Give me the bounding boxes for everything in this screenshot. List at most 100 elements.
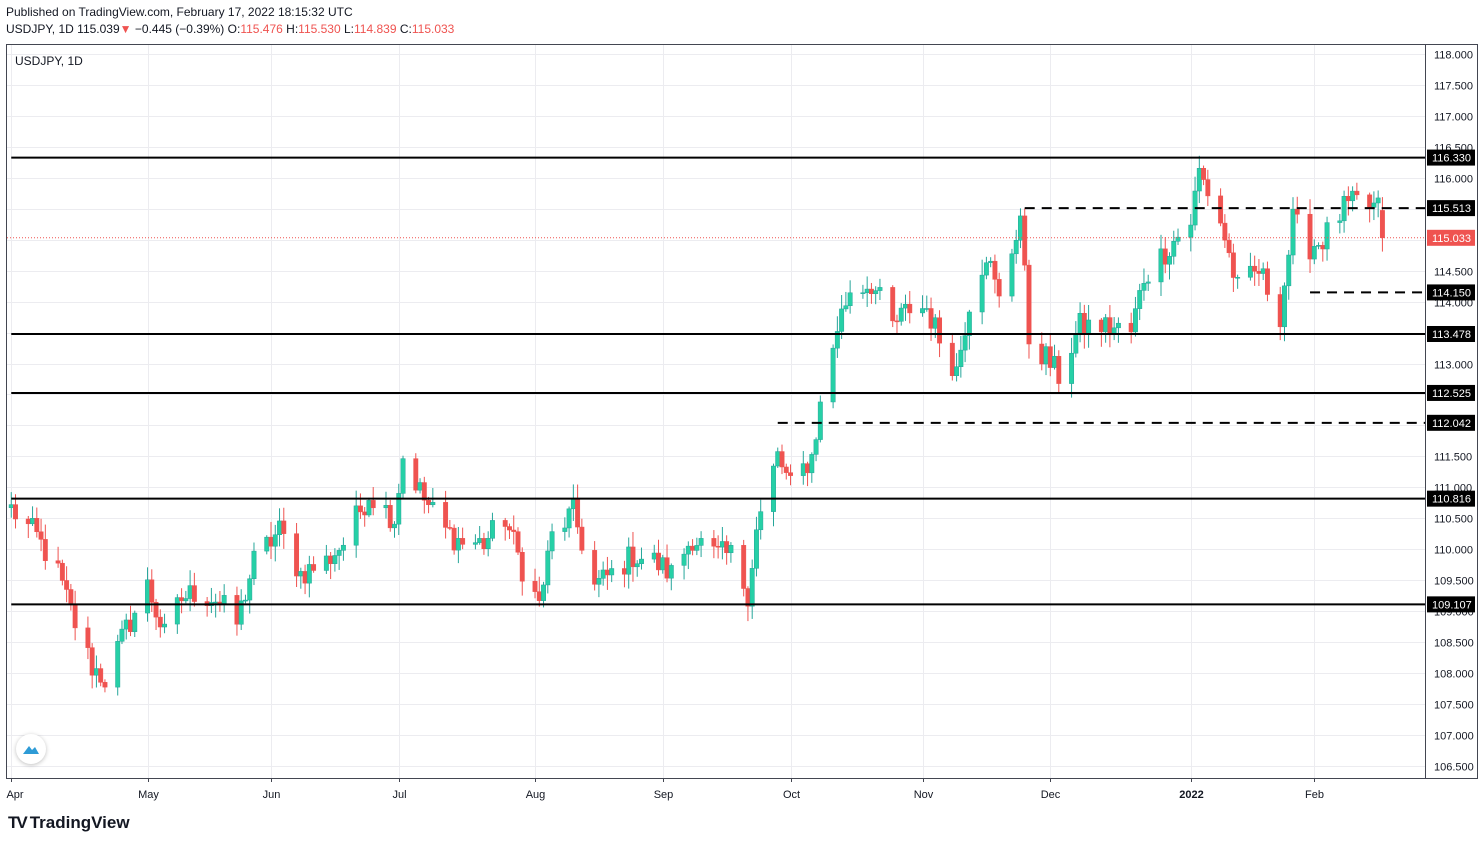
candle-body-up bbox=[455, 538, 461, 551]
candle-body-up bbox=[898, 307, 904, 322]
tradingview-badge[interactable] bbox=[16, 734, 46, 764]
candle-body-up bbox=[954, 366, 960, 376]
level-tag bbox=[1427, 284, 1475, 301]
candle-body-down bbox=[426, 499, 432, 506]
candle-body-down bbox=[311, 564, 317, 571]
candle-body-down bbox=[1222, 222, 1228, 241]
candle-body-up bbox=[932, 317, 938, 329]
x-tick-label: Apr bbox=[6, 789, 23, 801]
candle-body-up bbox=[430, 502, 436, 506]
candle-body-down bbox=[1162, 248, 1168, 265]
candle-body-up bbox=[277, 520, 282, 535]
candle-body-down bbox=[1047, 346, 1053, 368]
y-tick-label: 113.000 bbox=[1434, 360, 1473, 372]
candle-body-down bbox=[1226, 239, 1232, 254]
candle-body-up bbox=[332, 555, 338, 564]
x-tick-label: May bbox=[138, 789, 159, 801]
candle-body-down bbox=[72, 604, 78, 629]
price-change: −0.445 (−0.39%) bbox=[134, 22, 225, 36]
candle-body-down bbox=[519, 552, 525, 582]
candle-body-down bbox=[690, 545, 696, 551]
candle-body-up bbox=[1052, 356, 1057, 368]
candle-body-up bbox=[813, 439, 819, 455]
close-label: C: bbox=[399, 22, 412, 36]
candle-body-down bbox=[1379, 210, 1385, 239]
level-label: 115.513 bbox=[1432, 203, 1471, 215]
candle-body-down bbox=[805, 463, 811, 474]
candle-body-up bbox=[383, 505, 389, 509]
x-tick-label: Jul bbox=[392, 789, 406, 801]
candle-body-up bbox=[983, 262, 989, 276]
candle-body-up bbox=[839, 308, 845, 332]
candle-body-up bbox=[817, 401, 823, 440]
candle-body-up bbox=[1167, 256, 1172, 265]
x-tick-label: Jun bbox=[263, 789, 281, 801]
candle-body-down bbox=[1294, 208, 1300, 215]
candle-body-down bbox=[1367, 194, 1373, 208]
candle-body-up bbox=[1282, 285, 1287, 328]
candle-body-up bbox=[903, 303, 908, 309]
candle-body-up bbox=[264, 536, 270, 552]
candle-body-up bbox=[800, 463, 806, 476]
candle-body-up bbox=[1111, 327, 1117, 334]
candle-body-down bbox=[996, 279, 1002, 297]
candle-body-up bbox=[213, 601, 219, 604]
x-tick-label: Dec bbox=[1041, 789, 1061, 801]
candle-body-down bbox=[128, 619, 133, 632]
candle-body-down bbox=[579, 526, 585, 551]
time-axis[interactable]: Apr May Jun Jul Aug Sep Oct Nov Dec 2022 Feb bbox=[6, 778, 1324, 801]
candle-body-up bbox=[1175, 236, 1181, 242]
candle-body-down bbox=[1201, 168, 1207, 180]
candle-body-up bbox=[298, 571, 304, 577]
x-tick-label: Oct bbox=[783, 789, 800, 801]
candle-body-up bbox=[238, 600, 244, 625]
candle-body-down bbox=[149, 579, 155, 603]
candle-body-down bbox=[357, 505, 363, 513]
candle-body-down bbox=[157, 616, 163, 628]
open-value: 115.476 bbox=[240, 22, 283, 36]
candle-body-up bbox=[1371, 202, 1377, 208]
candle-body-down bbox=[421, 482, 427, 501]
candle-body-up bbox=[843, 305, 849, 310]
level-label: 116.330 bbox=[1432, 153, 1471, 165]
plot-border bbox=[6, 44, 1426, 779]
level-label: 112.525 bbox=[1432, 388, 1471, 400]
candle-body-down bbox=[949, 342, 955, 376]
brand-name: TradingView bbox=[29, 813, 130, 832]
candle-body-up bbox=[634, 563, 640, 568]
change-arrow-icon: ▼ bbox=[119, 22, 132, 36]
candle-body-up bbox=[251, 550, 257, 579]
candle-body-down bbox=[907, 303, 913, 314]
candle-body-down bbox=[604, 569, 610, 576]
candle-body-up bbox=[681, 553, 687, 566]
candle-body-down bbox=[89, 647, 95, 676]
candle-body-down bbox=[536, 591, 542, 601]
candle-body-up bbox=[1069, 352, 1075, 384]
candle-body-up bbox=[1137, 290, 1143, 309]
y-tick-label: 107.000 bbox=[1434, 731, 1474, 743]
brand-logo[interactable]: TV TradingView bbox=[8, 813, 130, 833]
candle-body-down bbox=[179, 597, 185, 602]
candle-body-down bbox=[507, 526, 512, 531]
candle-body-up bbox=[1141, 283, 1147, 291]
candle-body-up bbox=[243, 599, 248, 602]
candle-body-down bbox=[1128, 322, 1134, 333]
cloud-icon bbox=[23, 746, 39, 754]
candle-body-down bbox=[630, 546, 636, 568]
level-label: 114.150 bbox=[1432, 287, 1471, 299]
high-value: 115.530 bbox=[298, 22, 341, 36]
candle-body-up bbox=[1337, 220, 1343, 223]
candle-body-up bbox=[396, 493, 402, 525]
candle-body-down bbox=[1277, 294, 1283, 328]
candle-body-up bbox=[626, 546, 632, 575]
candle-body-up bbox=[472, 542, 478, 545]
y-tick-label: 118.000 bbox=[1434, 50, 1473, 62]
candle-body-down bbox=[1345, 196, 1351, 202]
current-price-label: 115.033 bbox=[1432, 233, 1471, 245]
candle-body-up bbox=[924, 308, 930, 310]
candle-body-up bbox=[119, 628, 125, 642]
candle-body-down bbox=[59, 562, 65, 581]
candle-body-up bbox=[1311, 246, 1317, 260]
candle-body-down bbox=[1056, 356, 1062, 384]
